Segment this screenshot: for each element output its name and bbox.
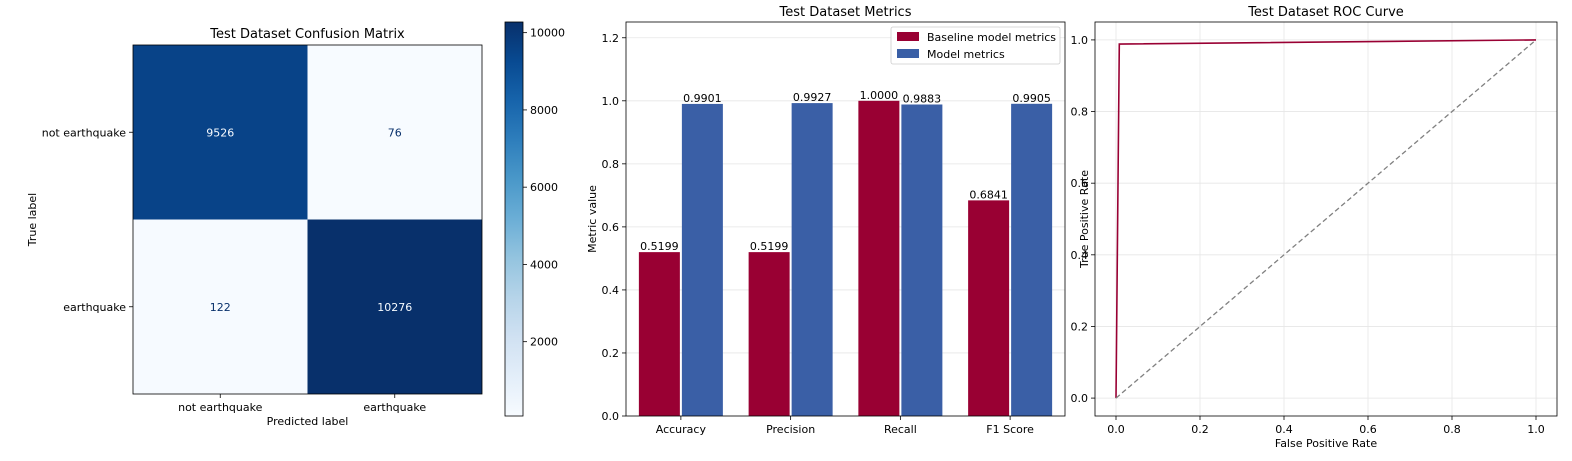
bar-value-label: 0.9905: [1012, 92, 1051, 105]
y-axis-label: Metric value: [586, 185, 599, 253]
chance-diagonal-line: [1115, 39, 1537, 399]
y-axis-label: True label: [26, 193, 39, 247]
matrix-cell: [307, 45, 482, 220]
bar-value-label: 0.5199: [640, 240, 679, 253]
cell-value: 76: [388, 126, 402, 139]
y-tick-label: 0.6: [602, 221, 620, 234]
bar-baseline: [968, 200, 1010, 416]
colorbar-tick-label: 6000: [530, 181, 558, 194]
metrics-bar-chart: Test Dataset Metrics 0.0 0.2 0.4 0.6 0.8 1.0 1.…: [586, 5, 1066, 436]
x-tick-label: 0.4: [1275, 423, 1293, 436]
roc-curve-line: [1115, 39, 1537, 399]
bar-model: [681, 103, 723, 417]
colorbar-tick-label: 4000: [530, 258, 558, 271]
colorbar-tick-label: 10000: [530, 27, 565, 40]
matrix-frame: [132, 44, 483, 395]
x-tick-label: Precision: [766, 423, 815, 436]
matrix-cell: [133, 45, 308, 220]
x-tick-label: earthquake: [363, 401, 426, 414]
x-tick-label: Accuracy: [656, 423, 707, 436]
legend-swatch: [897, 49, 919, 58]
chart-title: Test Dataset Confusion Matrix: [209, 27, 405, 42]
bar-value-label: 0.9901: [683, 92, 722, 105]
colorbar-tick-label: 2000: [530, 336, 558, 349]
x-tick-label: not earthquake: [178, 401, 262, 414]
chart-title: Test Dataset ROC Curve: [1247, 5, 1404, 20]
matrix-cell: [133, 219, 308, 394]
bar-baseline: [638, 252, 680, 416]
colorbar-tick-label: 8000: [530, 104, 558, 117]
x-tick-label: 0.6: [1359, 423, 1377, 436]
bar-baseline: [858, 100, 900, 417]
bar-value-label: 0.9883: [903, 92, 942, 105]
y-tick-label: 1.0: [602, 95, 620, 108]
x-axis-label: Predicted label: [267, 415, 349, 428]
chart-title: Test Dataset Metrics: [779, 5, 912, 20]
legend-swatch: [897, 32, 919, 41]
x-tick-label: Recall: [884, 423, 917, 436]
bar-value-label: 0.6841: [969, 188, 1008, 201]
bar-model: [1011, 103, 1053, 416]
y-axis-label: True Positive Rate: [1078, 170, 1091, 269]
y-tick-label: 0.6: [1071, 177, 1089, 190]
cell-value: 122: [210, 301, 231, 314]
legend-box: [890, 26, 1061, 65]
bar-value-label: 1.0000: [860, 89, 899, 102]
cell-value: 9526: [206, 126, 234, 139]
y-tick-label: 1.2: [602, 32, 620, 45]
bar-value-label: 0.9927: [793, 91, 832, 104]
cell-value: 10276: [377, 301, 412, 314]
y-tick-label: 0.4: [602, 284, 620, 297]
x-tick-label: F1 Score: [986, 423, 1034, 436]
y-tick-label: not earthquake: [42, 126, 126, 139]
x-tick-label: 1.0: [1527, 423, 1545, 436]
axes-frame: [1094, 21, 1558, 417]
x-tick-label: 0.2: [1191, 423, 1209, 436]
y-tick-label: 0.8: [602, 158, 620, 171]
y-tick-label: 1.0: [1071, 34, 1089, 47]
legend-label: Model metrics: [927, 48, 1005, 61]
bar-value-label: 0.5199: [750, 240, 789, 253]
x-axis-label: False Positive Rate: [1275, 437, 1377, 450]
bar-model: [791, 103, 833, 417]
axes-frame: [625, 21, 1066, 417]
matrix-cell: [307, 219, 482, 394]
y-tick-label: 0.8: [1071, 106, 1089, 119]
y-tick-label: 0.0: [602, 410, 620, 423]
y-tick-label: 0.4: [1071, 249, 1089, 262]
y-tick-label: 0.2: [602, 347, 620, 360]
y-tick-label: earthquake: [63, 301, 126, 314]
legend-label: Baseline model metrics: [927, 31, 1056, 44]
y-tick-label: 0.2: [1071, 320, 1089, 333]
x-tick-label: 0.0: [1107, 423, 1125, 436]
roc-curve-chart: Test Dataset ROC Curve 0.0 0.2 0.4 0.6 0.8 1.0…: [1071, 5, 1558, 450]
colorbar: [504, 21, 524, 417]
bar-baseline: [748, 252, 790, 416]
confusion-matrix-chart: Test Dataset Confusion Matrix 9526 76 122 10…: [26, 21, 565, 428]
bar-model: [901, 104, 943, 416]
x-tick-label: 0.8: [1443, 423, 1461, 436]
y-tick-label: 0.0: [1071, 392, 1089, 405]
